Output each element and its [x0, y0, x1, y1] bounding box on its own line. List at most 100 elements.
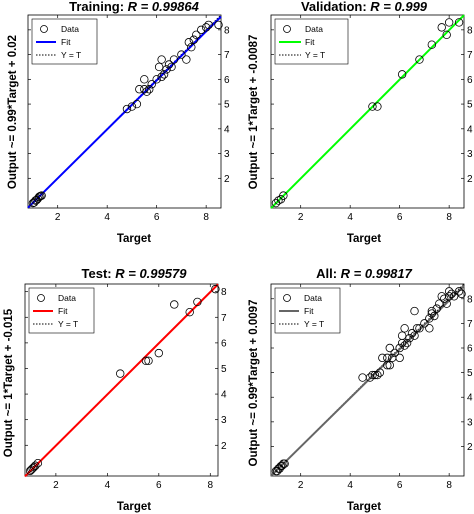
data-point	[444, 292, 454, 301]
data-point	[132, 99, 142, 109]
y-axis-label: Output ~= 0.99*Target + 0.0097	[248, 300, 260, 467]
data-point	[440, 294, 449, 303]
y-tick-label: 6	[221, 338, 227, 349]
data-point	[425, 324, 434, 333]
data-point	[164, 60, 174, 69]
data-point	[37, 191, 46, 200]
legend-label-identity: Y = T	[305, 50, 325, 60]
y-tick-label: 5	[467, 368, 473, 379]
data-point	[442, 299, 451, 308]
data-point	[427, 306, 437, 316]
x-tick-label: 8	[203, 212, 209, 223]
data-point	[444, 287, 454, 296]
x-tick-label: 6	[156, 480, 162, 491]
y-tick-label: 7	[467, 319, 473, 330]
legend-label-fit: Fit	[304, 306, 314, 316]
data-point	[145, 85, 154, 94]
data-point	[135, 85, 144, 94]
data-point	[157, 72, 166, 82]
x-tick-label: 4	[105, 480, 111, 491]
data-point	[420, 319, 429, 328]
y-tick-label: 7	[467, 50, 473, 61]
y-tick-label: 2	[467, 442, 473, 453]
data-point	[395, 353, 404, 363]
y-tick-label: 6	[467, 344, 473, 355]
legend-label-identity: Y = T	[58, 319, 78, 329]
panel-title: Test: R = 0.99579	[82, 266, 188, 281]
legend-label-identity: Y = T	[61, 50, 81, 60]
data-point	[447, 289, 456, 299]
data-point	[34, 192, 44, 202]
plot-content: 2 4 6 8 2 3 4 5 6 7 8	[270, 14, 473, 223]
legend-data-marker	[283, 294, 291, 302]
plot-content: 2 4 6 8 2 3 4 5 6 7 8	[270, 283, 473, 491]
y-tick-label: 2	[221, 441, 227, 452]
y-tick-label: 4	[224, 124, 230, 135]
legend-data-marker	[283, 25, 291, 33]
data-point	[184, 38, 194, 47]
x-axis-label: Target	[347, 233, 381, 245]
data-point	[457, 289, 466, 299]
y-tick-label: 5	[467, 100, 473, 111]
y-tick-label: 8	[224, 25, 230, 36]
data-point	[410, 306, 419, 316]
y-tick-label: 3	[467, 417, 473, 428]
data-point	[122, 104, 132, 114]
x-tick-label: 4	[347, 480, 353, 491]
y-tick-label: 4	[221, 390, 227, 401]
data-point	[449, 292, 459, 301]
data-point	[277, 461, 287, 470]
y-tick-label: 7	[221, 313, 227, 324]
data-point	[33, 459, 43, 468]
x-axis-label: Target	[347, 501, 381, 513]
legend-label-fit: Fit	[305, 37, 315, 47]
legend-label-identity: Y = T	[304, 319, 324, 329]
panel-title: Training: R = 0.99864	[69, 0, 199, 14]
data-point	[444, 18, 454, 27]
data-point	[407, 329, 417, 338]
y-tick-label: 7	[224, 50, 230, 61]
data-point	[397, 331, 407, 340]
fit-line	[270, 14, 465, 209]
y-tick-label: 3	[224, 149, 230, 160]
y-tick-label: 5	[221, 364, 227, 375]
data-point	[454, 287, 464, 296]
data-point	[189, 35, 198, 44]
panel-validation: Validation: R = 0.999 Target Output ~= 1…	[248, 0, 473, 245]
y-tick-label: 8	[221, 287, 227, 298]
y-tick-label: 2	[224, 174, 230, 185]
data-point	[201, 23, 211, 32]
legend-data-marker	[37, 294, 45, 302]
data-point	[370, 370, 380, 380]
y-tick-label: 6	[467, 75, 473, 86]
x-tick-label: 2	[298, 480, 304, 491]
x-axis-label: Target	[117, 501, 151, 513]
legend-label-data: Data	[304, 293, 322, 303]
data-point	[279, 191, 288, 200]
y-tick-label: 8	[467, 25, 473, 36]
plot-content: 2 4 6 8 2 3 4 5 6 7 8	[27, 14, 230, 223]
data-point	[169, 55, 179, 64]
fit-line	[24, 283, 219, 478]
x-tick-label: 6	[397, 212, 403, 223]
x-tick-label: 6	[154, 212, 160, 223]
y-tick-label: 3	[467, 149, 473, 160]
data-point	[454, 18, 464, 27]
data-point	[170, 300, 179, 309]
data-point	[442, 30, 451, 39]
y-tick-label: 4	[467, 393, 473, 404]
data-point	[167, 62, 176, 72]
data-point	[142, 87, 151, 96]
plot-content: 2 4 6 8 2 3 4 5 6 7 8	[24, 283, 227, 491]
data-point	[400, 324, 409, 333]
data-point	[390, 348, 399, 358]
x-tick-label: 2	[53, 480, 59, 491]
data-point	[211, 284, 220, 294]
x-tick-label: 6	[397, 480, 403, 491]
data-point	[410, 331, 419, 340]
y-tick-label: 6	[224, 75, 230, 86]
data-point	[177, 50, 186, 59]
data-point	[385, 343, 394, 353]
x-axis-label: Target	[117, 233, 151, 245]
data-point	[204, 20, 213, 30]
